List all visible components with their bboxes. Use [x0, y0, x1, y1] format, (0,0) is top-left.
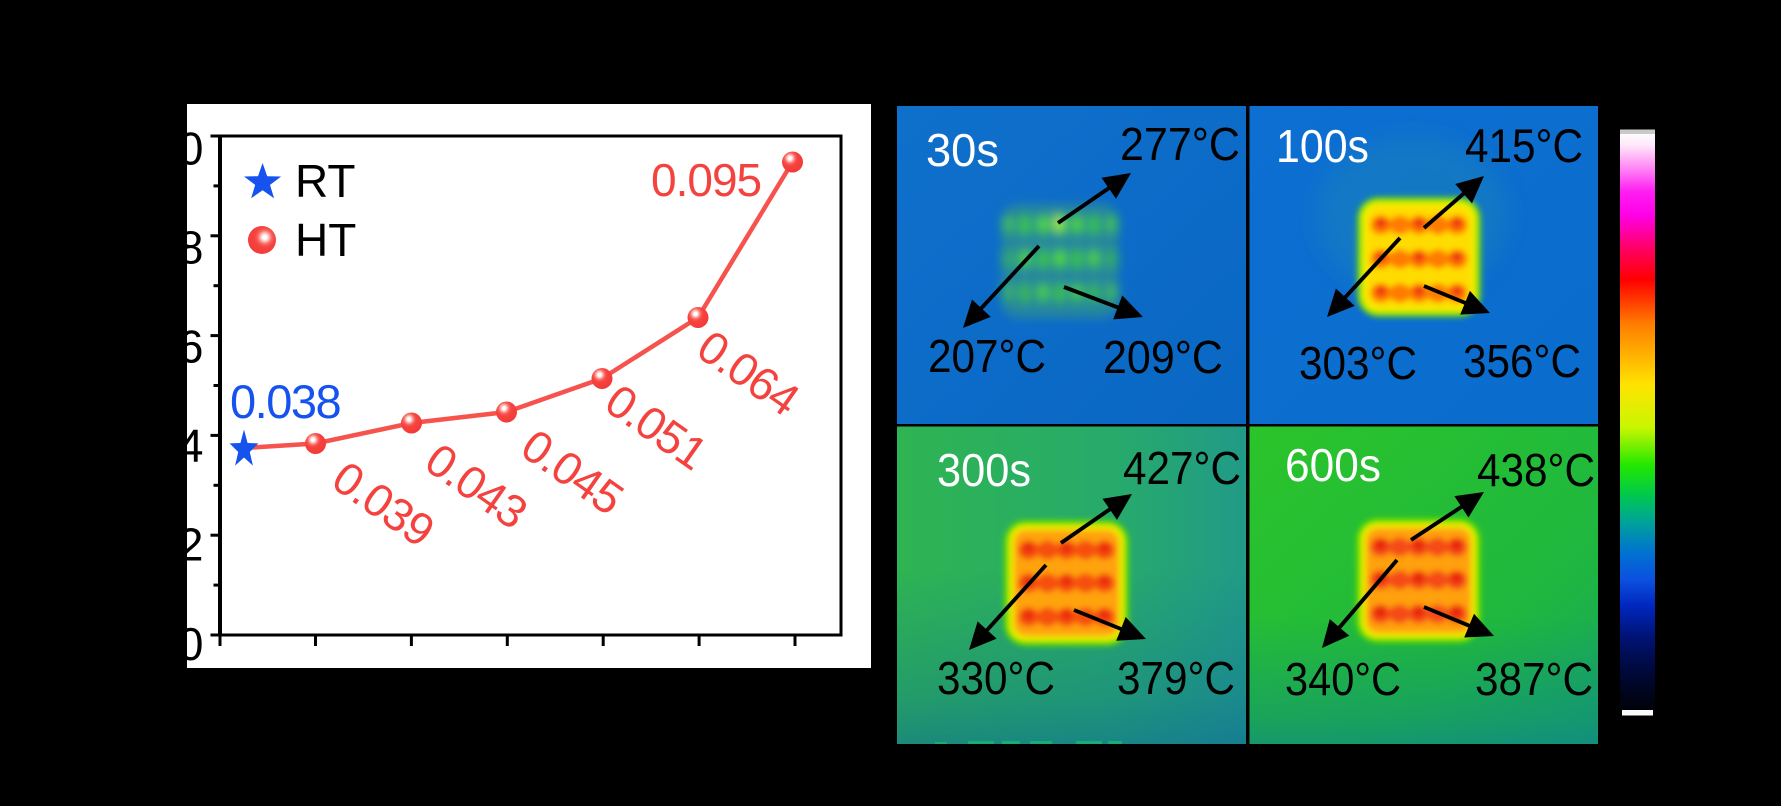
svg-text:340°C: 340°C — [1285, 653, 1401, 705]
svg-text:209°C: 209°C — [1103, 331, 1223, 383]
svg-text:427°C: 427°C — [1123, 442, 1241, 494]
svg-text:0.04: 0.04 — [114, 420, 204, 472]
svg-text:0.10: 0.10 — [114, 123, 204, 175]
svg-text:30s: 30s — [926, 124, 999, 176]
svg-text:387°C: 387°C — [1475, 653, 1593, 705]
svg-text:415°C: 415°C — [1465, 119, 1583, 172]
svg-text:300s: 300s — [937, 444, 1031, 496]
svg-text:207°C: 207°C — [928, 330, 1046, 382]
svg-text:379°C: 379°C — [1117, 652, 1235, 704]
svg-text:100s: 100s — [1276, 120, 1369, 172]
svg-text:303°C: 303°C — [1299, 337, 1417, 389]
svg-text:0.038: 0.038 — [230, 375, 340, 428]
svg-text:356°C: 356°C — [1463, 335, 1581, 387]
svg-text:600s: 600s — [1285, 439, 1381, 491]
svg-text:0.02: 0.02 — [114, 519, 204, 571]
svg-text:0.08: 0.08 — [114, 222, 204, 274]
svg-text:438°C: 438°C — [1477, 444, 1595, 496]
svg-text:HT: HT — [295, 214, 356, 266]
svg-text:0.095: 0.095 — [651, 154, 761, 206]
svg-text:330°C: 330°C — [937, 652, 1055, 704]
svg-text:0.00: 0.00 — [114, 618, 204, 670]
svg-text:277°C: 277°C — [1120, 118, 1240, 170]
svg-text:RT: RT — [295, 155, 356, 207]
svg-text:0.06: 0.06 — [114, 321, 204, 373]
